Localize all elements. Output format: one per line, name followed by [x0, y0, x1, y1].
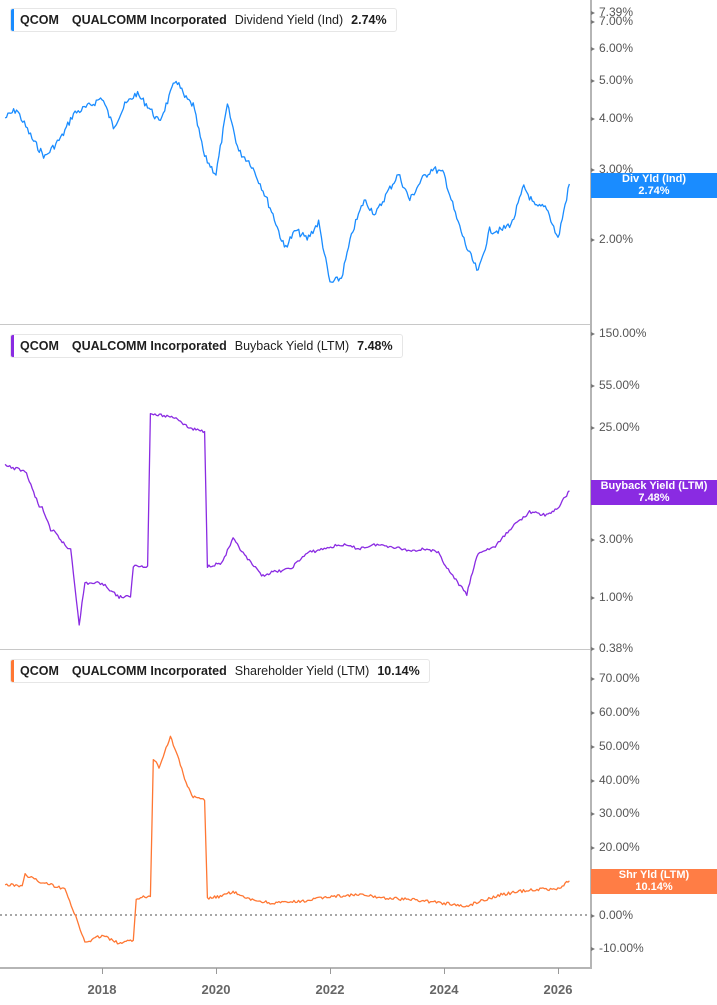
series-color-marker — [11, 660, 14, 682]
x-tick-label: 2022 — [315, 982, 345, 997]
y-tick-text: 150.00% — [599, 326, 647, 340]
y-tick-text: 0.38% — [599, 641, 634, 655]
series-color-marker — [11, 335, 14, 357]
legend-ticker: QCOM — [20, 339, 59, 353]
y-tick-text: 25.00% — [599, 420, 640, 434]
y-tick-text: 60.00% — [599, 705, 640, 719]
legend-buyback-yield[interactable]: QCOM QUALCOMM Incorporated Buyback Yield… — [10, 334, 403, 358]
flag-label: Buyback Yield (LTM) — [600, 480, 708, 492]
x-tick — [444, 968, 445, 974]
dividend-yield-plot[interactable] — [0, 0, 590, 324]
flag-value: 10.14% — [635, 880, 673, 893]
legend-company: QUALCOMM Incorporated — [71, 664, 227, 678]
legend-value: 2.74% — [351, 13, 387, 27]
y-tick-label: 3.00% — [591, 163, 633, 175]
y-tick-text: 50.00% — [599, 739, 640, 753]
panel-separator — [0, 649, 590, 650]
y-tick-label: 1.00% — [591, 591, 633, 603]
y-tick-label: 3.00% — [591, 533, 633, 545]
legend-company: QUALCOMM Incorporated — [71, 339, 227, 353]
legend-metric: Buyback Yield (LTM) — [234, 339, 350, 353]
y-tick-label: 0.00% — [591, 909, 633, 921]
y-tick-label: 5.00% — [591, 74, 633, 86]
y-tick-label: 40.00% — [591, 774, 640, 786]
y-tick-text: 40.00% — [599, 773, 640, 787]
series-line[interactable] — [4, 735, 570, 945]
buyback-yield-plot[interactable] — [0, 325, 590, 649]
y-tick-text: 30.00% — [599, 806, 640, 820]
y-tick-text: 7.39% — [599, 5, 634, 19]
y-tick-text: 70.00% — [599, 671, 640, 685]
flag-value: 2.74% — [638, 184, 670, 197]
y-tick-label: 20.00% — [591, 841, 640, 853]
series-color-marker — [11, 9, 14, 31]
y-tick-label: 7.39% — [591, 6, 633, 18]
flag-label: Div Yld (Ind) — [622, 173, 686, 185]
legend-metric: Dividend Yield (Ind) — [234, 13, 344, 27]
legend-company: QUALCOMM Incorporated — [71, 13, 227, 27]
x-tick-label: 2020 — [201, 982, 231, 997]
y-tick-label: 0.38% — [591, 642, 633, 654]
y-tick-label: 70.00% — [591, 672, 640, 684]
current-value-flag-dividend: Div Yld (Ind) 2.74% — [591, 173, 717, 198]
y-tick-text: 5.00% — [599, 73, 634, 87]
legend-ticker: QCOM — [20, 664, 59, 678]
y-tick-label: 55.00% — [591, 379, 640, 391]
legend-value: 10.14% — [377, 664, 420, 678]
legend-ticker: QCOM — [20, 13, 59, 27]
y-tick-label: 30.00% — [591, 807, 640, 819]
legend-value: 7.48% — [357, 339, 393, 353]
y-tick-label: 4.00% — [591, 112, 633, 124]
y-tick-label: 150.00% — [591, 327, 646, 339]
y-tick-text: 2.00% — [599, 232, 634, 246]
x-tick — [330, 968, 331, 974]
x-tick-label: 2024 — [429, 982, 459, 997]
y-tick-label: 60.00% — [591, 706, 640, 718]
y-tick-text: 1.00% — [599, 590, 634, 604]
x-tick — [102, 968, 103, 974]
y-tick-text: 3.00% — [599, 532, 634, 546]
y-tick-text: 55.00% — [599, 378, 640, 392]
legend-metric: Shareholder Yield (LTM) — [234, 664, 370, 678]
y-tick-label: 7.00% — [591, 15, 633, 27]
flag-value: 7.48% — [638, 491, 670, 504]
shareholder-yield-plot[interactable] — [0, 650, 590, 968]
legend-dividend-yield[interactable]: QCOM QUALCOMM Incorporated Dividend Yiel… — [10, 8, 397, 32]
panel-separator — [0, 324, 590, 325]
y-tick-label: 6.00% — [591, 42, 633, 54]
y-tick-label: 2.00% — [591, 233, 633, 245]
y-tick-text: 3.00% — [599, 162, 634, 176]
flag-label: Shr Yld (LTM) — [618, 869, 690, 881]
y-tick-text: 4.00% — [599, 111, 634, 125]
legend-shareholder-yield[interactable]: QCOM QUALCOMM Incorporated Shareholder Y… — [10, 659, 430, 683]
y-tick-label: 50.00% — [591, 740, 640, 752]
x-axis-line — [0, 967, 592, 969]
y-tick-label: 25.00% — [591, 421, 640, 433]
y-tick-text: 7.00% — [599, 14, 634, 28]
y-tick-label: -10.00% — [591, 942, 644, 954]
y-tick-text: 20.00% — [599, 840, 640, 854]
y-tick-text: 0.00% — [599, 908, 634, 922]
x-tick — [558, 968, 559, 974]
y-tick-text: -10.00% — [599, 941, 644, 955]
current-value-flag-buyback: Buyback Yield (LTM) 7.48% — [591, 480, 717, 505]
current-value-flag-shareholder: Shr Yld (LTM) 10.14% — [591, 869, 717, 894]
x-tick-label: 2026 — [543, 982, 573, 997]
x-tick-label: 2018 — [87, 982, 117, 997]
x-tick — [216, 968, 217, 974]
series-line[interactable] — [4, 412, 570, 626]
series-line[interactable] — [4, 80, 571, 283]
y-tick-text: 6.00% — [599, 41, 634, 55]
